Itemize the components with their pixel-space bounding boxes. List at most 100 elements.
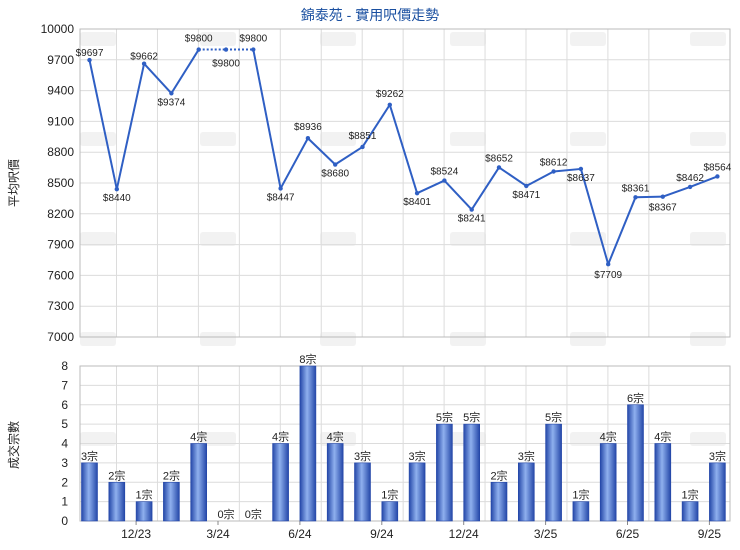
- price-line-segment: [662, 185, 691, 198]
- price-point-label: $8440: [103, 193, 131, 204]
- price-line-segment: [361, 104, 391, 148]
- price-plot-frame: [79, 28, 731, 338]
- price-point-label: $9800: [185, 34, 213, 45]
- count-y-tick-label: 5: [61, 417, 68, 431]
- watermark-mark: [570, 432, 606, 446]
- count-bar: [299, 365, 317, 522]
- price-y-tick-label: 7300: [47, 299, 74, 313]
- count-bar-label: 4宗: [190, 430, 207, 444]
- count-bar-label: 1宗: [136, 488, 153, 502]
- price-line-segment: [115, 63, 146, 190]
- count-y-tick-label: 8: [61, 359, 68, 373]
- count-bar: [381, 501, 399, 522]
- watermarks: [80, 32, 726, 446]
- price-line-segment: [607, 196, 637, 265]
- price-y-tick-label: 9700: [47, 53, 74, 67]
- count-y-tick-label: 4: [61, 437, 68, 451]
- price-point: [687, 184, 693, 190]
- watermark-mark: [80, 232, 116, 246]
- watermark-mark: [570, 332, 606, 346]
- price-line-segment: [334, 146, 364, 166]
- count-bar-label: 5宗: [463, 410, 480, 424]
- x-ticks: 12/23 3/24 6/24 9/24 12/24 3/25 6/25 9/25: [121, 521, 721, 541]
- watermark-mark: [570, 232, 606, 246]
- watermark-mark: [690, 332, 726, 346]
- price-line-segment: [388, 104, 419, 194]
- watermark-mark: [200, 432, 236, 446]
- count-bar-label: 2宗: [108, 468, 125, 482]
- price-point: [496, 165, 502, 170]
- price-point-label: $8447: [267, 192, 295, 203]
- watermark-mark: [320, 332, 356, 346]
- watermark-mark: [80, 332, 116, 346]
- count-bar: [190, 443, 207, 522]
- price-line-segment: [416, 179, 445, 195]
- count-y-tick-label: 1: [61, 495, 68, 509]
- count-bar: [654, 443, 672, 522]
- price-point-label: $9662: [130, 52, 158, 63]
- count-bar: [517, 462, 535, 522]
- watermark-mark: [690, 232, 726, 246]
- price-point-label: $9262: [376, 89, 404, 100]
- count-bar-label: 0宗: [217, 507, 234, 521]
- price-point-label: $8367: [649, 203, 677, 214]
- count-bar-label: 3宗: [81, 449, 98, 463]
- price-point: [524, 183, 529, 189]
- price-line: $9697 $8440 $9662 $9374 $9800 $9800 $9800 $8447…: [76, 34, 732, 282]
- count-bar-label: 4宗: [272, 430, 289, 444]
- price-y-tick-label: 10000: [41, 22, 75, 36]
- price-line-segment: [170, 49, 200, 94]
- count-bar-label: 5宗: [436, 410, 453, 424]
- count-bar: [463, 423, 481, 522]
- count-bar: [599, 443, 617, 522]
- watermark-mark: [320, 432, 356, 446]
- price-point-label: $8612: [540, 158, 568, 169]
- x-tick-label: 3/25: [534, 527, 558, 541]
- price-y-tick-label: 8500: [47, 176, 74, 190]
- watermark-mark: [200, 32, 236, 46]
- x-tick-label: 6/24: [288, 527, 312, 541]
- price-line-segment: [635, 195, 663, 199]
- price-point-label: $8524: [430, 167, 458, 178]
- price-point: [196, 47, 201, 52]
- price-point: [278, 186, 283, 191]
- count-y-axis-label: 成交宗數: [6, 421, 21, 469]
- price-point-label: $8471: [512, 190, 540, 201]
- count-bar-label: 3宗: [518, 449, 535, 463]
- count-bar: [408, 462, 426, 522]
- price-point: [414, 190, 420, 196]
- price-point: [305, 136, 311, 141]
- count-y-tick-label: 7: [61, 378, 68, 392]
- price-line-segment: [88, 59, 118, 190]
- count-bar-label: 2宗: [490, 468, 507, 482]
- count-bar-label: 6宗: [627, 391, 644, 405]
- count-bar: [545, 423, 562, 522]
- count-bar: [436, 423, 453, 522]
- price-line-segment: [689, 175, 718, 188]
- count-bar-label: 4宗: [600, 430, 617, 444]
- watermark-mark: [80, 432, 116, 446]
- watermark-mark: [570, 32, 606, 46]
- count-bar-label: 3宗: [354, 449, 371, 463]
- count-bar-label: 3宗: [409, 449, 426, 463]
- price-y-tick-label: 8200: [47, 207, 74, 221]
- price-point-label: $8936: [294, 122, 322, 133]
- price-line-segment: [470, 166, 500, 211]
- price-y-tick-label: 9400: [47, 84, 74, 98]
- price-y-tick-label: 8800: [47, 145, 74, 159]
- count-bar: [326, 443, 344, 522]
- count-bar: [108, 481, 126, 522]
- count-bar-label: 4宗: [327, 430, 344, 444]
- price-point: [660, 194, 665, 199]
- count-bar-label: 0宗: [245, 507, 262, 521]
- price-y-tick-label: 7000: [47, 330, 74, 344]
- price-point-label: $9697: [76, 48, 104, 59]
- price-point-label: $8241: [458, 214, 486, 225]
- count-plot-frame: [79, 365, 731, 522]
- watermark-mark: [320, 132, 356, 146]
- price-line-segment: [579, 168, 610, 265]
- price-point-label: $8652: [485, 153, 513, 164]
- watermark-mark: [450, 132, 486, 146]
